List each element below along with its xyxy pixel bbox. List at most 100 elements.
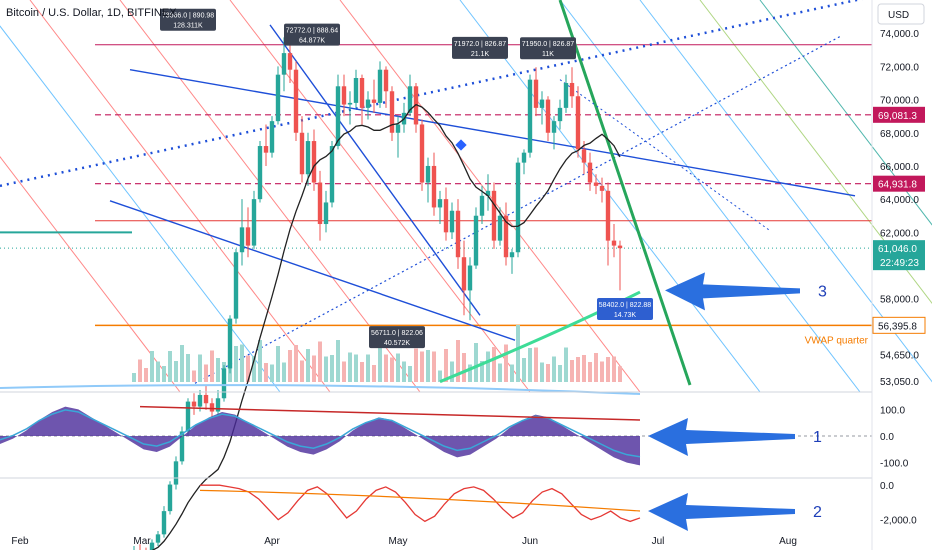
high-low-label-box (452, 36, 508, 59)
candle-body (239, 227, 245, 253)
candle-body (599, 185, 605, 191)
volume-bar (252, 356, 256, 382)
price-tick-label: 53,050.0 (880, 377, 919, 388)
volume-bar (612, 356, 616, 382)
candle-body (167, 484, 173, 512)
volume-bar (132, 373, 136, 382)
price-tick-label: 66,000.0 (880, 162, 919, 173)
osc1-tick-label: 100.0 (880, 405, 905, 416)
high-low-label-box (284, 23, 340, 46)
volume-bar (456, 340, 460, 382)
candle-body (587, 162, 593, 183)
high-low-label: 11K (542, 51, 554, 58)
volume-bar (432, 351, 436, 382)
candle-body (479, 195, 485, 216)
candle-body (197, 394, 203, 407)
candle-body (275, 74, 281, 122)
moving-average-line (133, 103, 621, 554)
high-low-label-box (369, 326, 425, 349)
candle-body (221, 368, 227, 399)
candle-body (173, 461, 179, 485)
volume-bar (270, 364, 274, 382)
volume-bar (558, 365, 562, 382)
volume-bar (504, 344, 508, 382)
candle-body (149, 542, 155, 555)
annotation-label: 1 (813, 429, 822, 446)
candle-body (497, 215, 503, 241)
volume-bar (174, 361, 178, 382)
candle-body (317, 182, 323, 225)
osc1-tick-label: -100.0 (880, 459, 909, 470)
volume-bar (444, 349, 448, 382)
volume-bar (534, 347, 538, 382)
high-low-label: 72772.0 | 888.64 (286, 28, 339, 35)
candle-body (209, 403, 215, 412)
candle-body (605, 190, 611, 241)
high-low-label-box (520, 37, 576, 60)
volume-bar (342, 361, 346, 382)
candle-body (611, 240, 617, 246)
price-tick-label: 54,650.0 (880, 350, 919, 361)
candle-body (161, 511, 167, 535)
volume-bar (258, 340, 262, 382)
volume-bar (426, 350, 430, 382)
candle-body (335, 86, 341, 147)
volume-bar (546, 364, 550, 382)
candle-body (191, 401, 197, 407)
volume-bar (354, 354, 358, 382)
volume-bar (192, 370, 196, 382)
price-tag: 69,081.3 (878, 111, 917, 122)
price-tag-box (873, 175, 925, 192)
candle-body (521, 152, 527, 163)
osc2-tick-label: 0.0 (880, 481, 894, 492)
candle-body (539, 99, 545, 108)
price-tag-box (873, 240, 925, 271)
annotation-label: 3 (818, 283, 827, 300)
candle-body (575, 96, 581, 150)
candle-body (395, 124, 401, 133)
candle-body (515, 162, 521, 253)
resistance-trend-line (129, 69, 856, 197)
candle-body (383, 69, 389, 92)
fan-line (0, 155, 181, 393)
candle-body (437, 199, 443, 208)
currency-button[interactable]: USD (877, 3, 925, 25)
candle-body (527, 79, 533, 153)
volume-bar (492, 347, 496, 382)
candle-body (557, 107, 563, 122)
volume-bar (552, 356, 556, 382)
candle-body (449, 210, 455, 233)
cvd-line (200, 484, 641, 523)
volume-bar (318, 341, 322, 382)
candle-body (287, 53, 293, 70)
volume-bar (330, 355, 334, 382)
candle-body (293, 69, 299, 133)
candle-body (545, 99, 551, 133)
volume-bar (324, 356, 328, 382)
volume-bar (360, 362, 364, 382)
volume-bar (474, 343, 478, 382)
volume-bar (480, 361, 484, 382)
support-trend-line (109, 200, 516, 341)
candle-body (251, 199, 257, 246)
volume-bar (402, 361, 406, 382)
candle-body (407, 86, 413, 113)
volume-bar (564, 347, 568, 382)
high-low-label: 71972.0 | 826.87 (454, 41, 507, 48)
osc1-tick-label: 0.0 (880, 432, 894, 443)
volume-bar (378, 342, 382, 382)
candle-body (347, 102, 353, 105)
candle-body (551, 121, 557, 133)
candle-body (359, 77, 365, 108)
candle-body (425, 165, 431, 183)
price-tag-box (873, 106, 925, 123)
volume-bar (522, 358, 526, 382)
time-tick-label: Apr (264, 536, 280, 547)
volume-bar (156, 361, 160, 382)
volume-bar (210, 350, 214, 382)
volume-bar (486, 351, 490, 382)
volume-bar (594, 353, 598, 382)
volume-bar (462, 353, 466, 382)
